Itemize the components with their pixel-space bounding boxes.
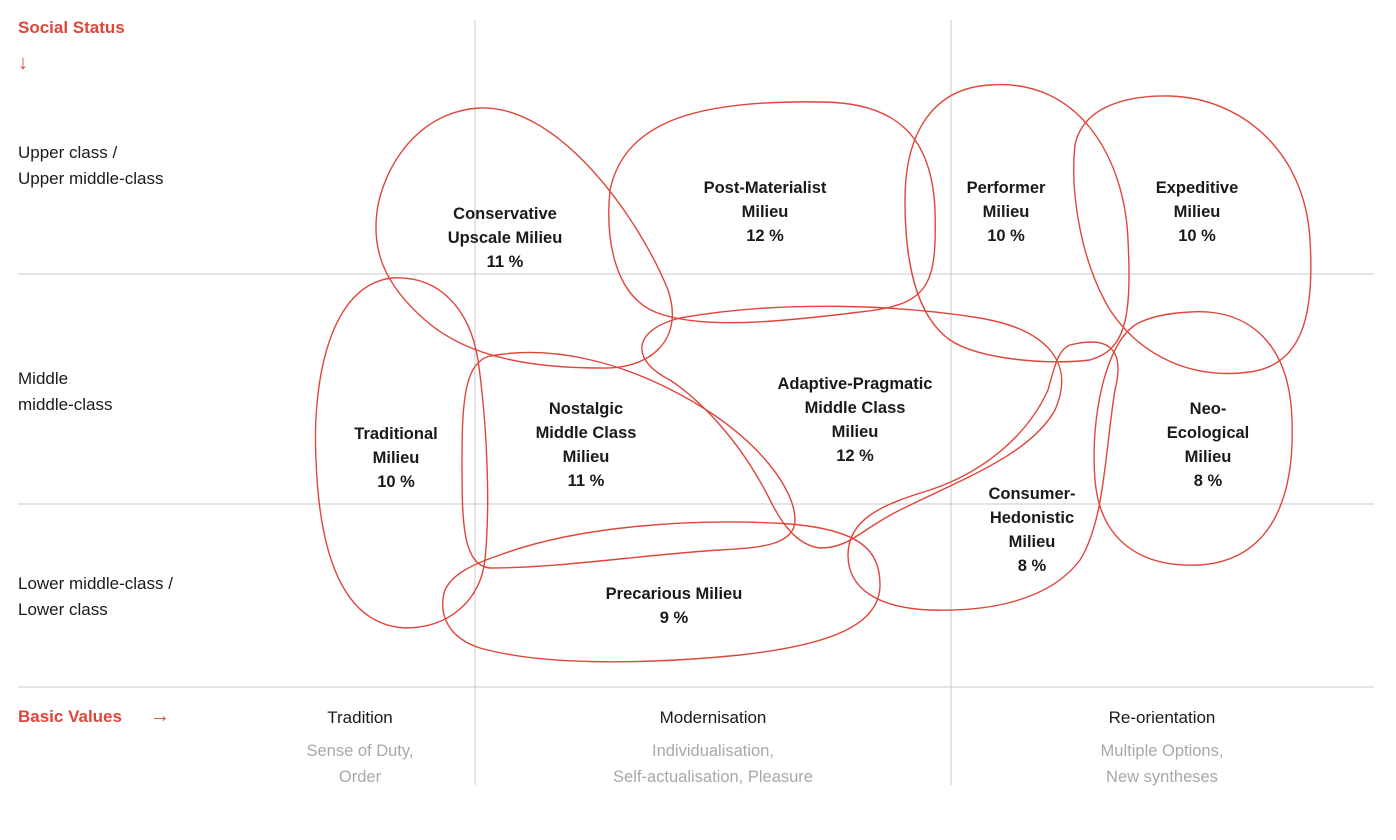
row-label-lower: Lower middle-class / Lower class xyxy=(18,571,173,623)
value-desc-line: Multiple Options, xyxy=(1100,742,1224,760)
shape-consumer-hedonistic xyxy=(847,341,1119,611)
value-name: Re-orientation xyxy=(1108,708,1216,727)
grid-lines xyxy=(18,20,1374,785)
x-axis-title: Basic Values xyxy=(18,707,122,726)
shape-neo-ecological xyxy=(1093,311,1293,566)
milieu-line: Ecological xyxy=(1166,424,1250,442)
value-column-modernisation: Modernisation Individualisation, Self-ac… xyxy=(613,706,813,790)
value-column-tradition: Tradition Sense of Duty, Order xyxy=(306,706,413,790)
value-column-reorientation: Re-orientation Multiple Options, New syn… xyxy=(1101,706,1224,790)
milieu-line: Milieu xyxy=(1184,448,1232,466)
value-desc-line: New syntheses xyxy=(1106,768,1218,786)
milieu-line: Milieu xyxy=(1008,533,1056,551)
milieu-share: 11 % xyxy=(567,472,605,490)
milieu-line: Milieu xyxy=(831,423,879,441)
row-label-lower-line2: Lower class xyxy=(18,600,108,619)
milieu-post-materialist: Post-Materialist Milieu 12 % xyxy=(704,176,827,248)
milieu-conservative-upscale: Conservative Upscale Milieu 11 % xyxy=(448,202,563,274)
value-desc-line: Self-actualisation, Pleasure xyxy=(613,768,813,786)
shape-traditional xyxy=(314,277,489,629)
milieu-share: 12 % xyxy=(836,447,874,465)
milieu-line: Post-Materialist xyxy=(703,179,827,197)
shape-conservative-upscale xyxy=(375,107,673,369)
milieu-share: 10 % xyxy=(987,227,1025,245)
milieu-share: 10 % xyxy=(377,473,415,491)
milieu-nostalgic-middle-class: Nostalgic Middle Class Milieu 11 % xyxy=(536,397,637,493)
milieu-line: Upscale Milieu xyxy=(447,229,563,247)
milieu-line: Consumer- xyxy=(988,485,1076,503)
milieu-share: 9 % xyxy=(659,609,689,627)
shape-precarious xyxy=(442,521,881,663)
milieu-line: Performer xyxy=(966,179,1046,197)
milieu-precarious: Precarious Milieu 9 % xyxy=(606,582,743,630)
milieu-line: Milieu xyxy=(1173,203,1221,221)
shape-performer xyxy=(904,83,1130,363)
value-desc-line: Individualisation, xyxy=(651,742,774,760)
row-label-middle-line2: middle-class xyxy=(18,395,113,414)
milieu-line: Milieu xyxy=(982,203,1030,221)
value-name: Modernisation xyxy=(659,708,767,727)
milieu-share: 10 % xyxy=(1178,227,1216,245)
milieu-line: Precarious Milieu xyxy=(605,585,743,603)
milieu-line: Milieu xyxy=(741,203,789,221)
milieu-performer: Performer Milieu 10 % xyxy=(967,176,1046,248)
value-desc-line: Sense of Duty, xyxy=(306,742,414,760)
shape-post-materialist xyxy=(608,101,936,324)
shape-expeditive xyxy=(1073,95,1312,375)
milieu-shapes xyxy=(314,83,1312,663)
shape-nostalgic xyxy=(461,351,796,569)
milieu-line: Hedonistic xyxy=(989,509,1075,527)
row-label-upper: Upper class / Upper middle-class xyxy=(18,140,164,192)
value-name: Tradition xyxy=(327,708,393,727)
milieu-adaptive-pragmatic: Adaptive-Pragmatic Middle Class Milieu 1… xyxy=(778,372,933,468)
value-description: Sense of Duty, Order xyxy=(306,738,413,790)
row-label-lower-line1: Lower middle-class / xyxy=(18,574,173,593)
milieu-line: Adaptive-Pragmatic xyxy=(777,375,933,393)
milieu-line: Conservative xyxy=(453,205,557,223)
row-label-upper-line2: Upper middle-class xyxy=(18,169,164,188)
milieu-line: Milieu xyxy=(372,449,420,467)
y-axis-title: Social Status xyxy=(18,18,125,37)
value-description: Multiple Options, New syntheses xyxy=(1101,738,1224,790)
value-desc-line: Order xyxy=(338,768,382,786)
milieu-traditional: Traditional Milieu 10 % xyxy=(354,422,437,494)
milieu-share: 12 % xyxy=(746,227,784,245)
row-label-middle: Middle middle-class xyxy=(18,366,112,418)
milieu-share: 8 % xyxy=(1193,472,1223,490)
shape-adaptive-pragmatic xyxy=(641,305,1063,549)
value-description: Individualisation, Self-actualisation, P… xyxy=(613,738,813,790)
milieu-line: Neo- xyxy=(1189,400,1227,418)
arrow-right-icon: → xyxy=(150,705,170,727)
row-label-upper-line1: Upper class / xyxy=(18,143,118,162)
arrow-down-icon: ↓ xyxy=(18,52,28,74)
milieu-line: Middle Class xyxy=(535,424,637,442)
milieu-line: Nostalgic xyxy=(548,400,624,418)
milieu-consumer-hedonistic: Consumer- Hedonistic Milieu 8 % xyxy=(988,482,1075,578)
milieu-line: Traditional xyxy=(354,425,438,443)
milieu-line: Milieu xyxy=(562,448,610,466)
milieu-expeditive: Expeditive Milieu 10 % xyxy=(1156,176,1239,248)
milieu-line: Middle Class xyxy=(804,399,906,417)
milieu-line: Expeditive xyxy=(1155,179,1239,197)
milieu-share: 11 % xyxy=(486,253,524,271)
milieu-share: 8 % xyxy=(1017,557,1047,575)
milieu-neo-ecological: Neo- Ecological Milieu 8 % xyxy=(1167,397,1250,493)
row-label-middle-line1: Middle xyxy=(18,369,69,388)
